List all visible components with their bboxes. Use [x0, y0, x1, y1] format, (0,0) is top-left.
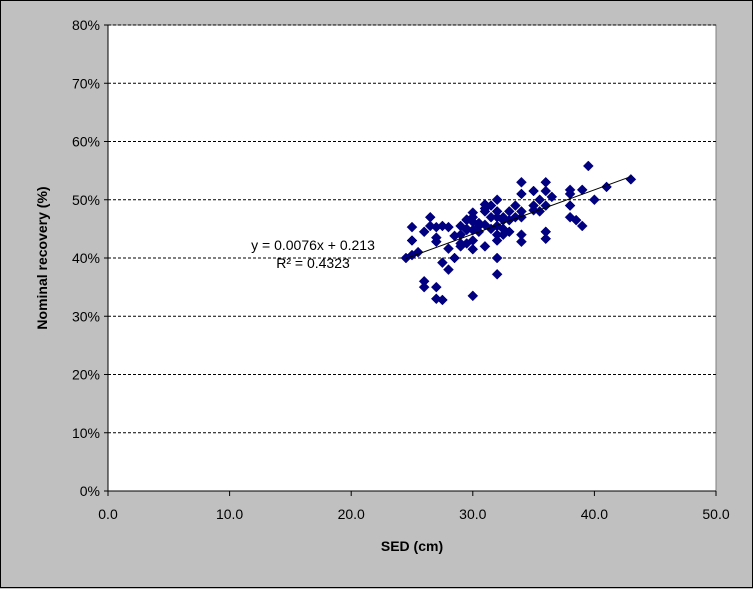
data-point: [516, 236, 527, 248]
y-tick-label: 0%: [80, 483, 100, 499]
data-point: [430, 281, 442, 293]
data-point: [418, 281, 430, 293]
y-tick-label: 20%: [72, 367, 100, 383]
data-point: [406, 221, 418, 233]
data-point: [406, 235, 418, 246]
y-tick-label: 40%: [72, 250, 100, 266]
x-tick-label: 30.0: [459, 506, 486, 522]
data-point: [437, 257, 448, 269]
y-tick-label: 10%: [72, 425, 100, 441]
y-tick-label: 50%: [72, 192, 100, 208]
y-tick-label: 30%: [72, 308, 100, 324]
data-point: [491, 268, 503, 280]
data-point: [491, 235, 503, 246]
y-tick-label: 60%: [72, 134, 100, 150]
y-axis-title: Nominal recovery (%): [34, 186, 50, 329]
data-point: [491, 194, 503, 206]
data-point: [479, 240, 491, 252]
data-point: [443, 264, 454, 276]
trendline: [405, 176, 632, 259]
data-point: [430, 236, 442, 248]
data-point: [443, 221, 454, 233]
x-axis: 0.0 10.0 20.0 30.0 40.0 50.0: [98, 490, 730, 522]
data-point: [485, 200, 497, 211]
data-point: [516, 188, 527, 200]
data-point: [443, 243, 454, 255]
data-point: [497, 211, 509, 223]
x-axis-title: SED (cm): [381, 538, 443, 554]
data-point: [491, 252, 503, 264]
data-point: [576, 220, 588, 232]
data-point: [510, 200, 521, 211]
data-point: [449, 252, 460, 264]
x-tick-label: 10.0: [216, 506, 243, 522]
data-point: [570, 214, 582, 226]
data-point: [528, 185, 539, 197]
x-tick-label: 0.0: [98, 506, 118, 522]
data-point: [479, 206, 491, 217]
data-point: [467, 290, 479, 302]
x-tick-label: 40.0: [581, 506, 608, 522]
grid-lines: [108, 24, 716, 434]
y-axis: 0% 10% 20% 30% 40% 50% 60% 70% 80%: [72, 17, 109, 499]
r-squared-label: R² = 0.4323: [276, 255, 350, 271]
data-point: [576, 184, 588, 196]
x-tick-label: 20.0: [338, 506, 365, 522]
data-point: [546, 191, 558, 203]
data-point: [473, 220, 485, 232]
data-point: [589, 194, 600, 206]
trendline-equation: y = 0.0076x + 0.213: [251, 237, 375, 253]
y-tick-label: 70%: [72, 75, 100, 91]
data-point: [564, 200, 576, 211]
data-point: [467, 243, 479, 255]
data-point: [503, 226, 515, 238]
y-tick-label: 80%: [72, 17, 100, 33]
data-point: [582, 160, 594, 172]
data-point: [418, 226, 430, 238]
data-point: [540, 233, 552, 245]
data-point: [534, 194, 546, 206]
data-point: [516, 176, 527, 188]
x-tick-label: 50.0: [702, 506, 729, 522]
data-point: [540, 185, 552, 197]
data-point: [437, 294, 448, 306]
